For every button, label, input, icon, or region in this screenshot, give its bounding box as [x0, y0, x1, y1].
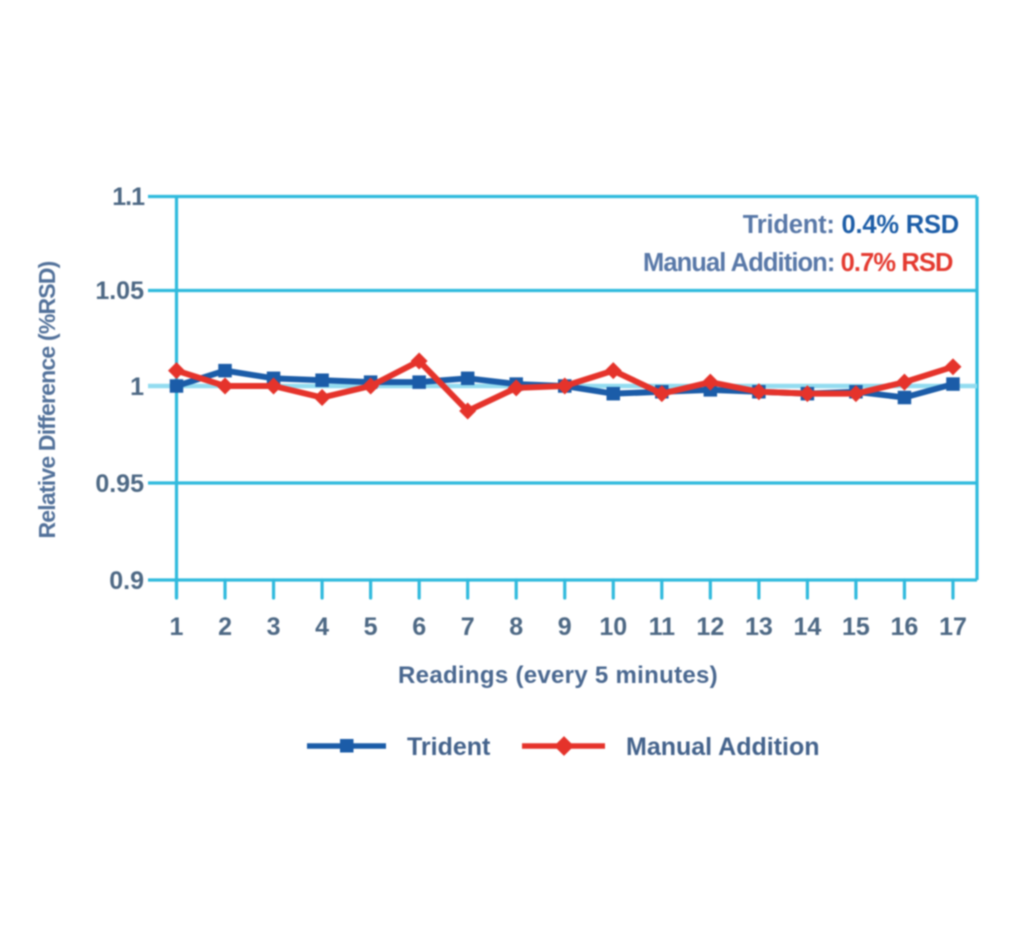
svg-text:Readings (every 5 minutes): Readings (every 5 minutes) [398, 662, 718, 689]
svg-text:10: 10 [599, 613, 627, 641]
svg-text:2: 2 [218, 613, 232, 641]
svg-text:1: 1 [130, 373, 144, 401]
svg-text:12: 12 [696, 613, 724, 641]
svg-text:Manual Addition: 0.7% RSD: Manual Addition: 0.7% RSD [643, 249, 953, 277]
svg-text:8: 8 [509, 613, 523, 641]
svg-text:11: 11 [649, 613, 676, 641]
svg-text:15: 15 [842, 613, 870, 641]
svg-text:1.05: 1.05 [95, 277, 144, 305]
svg-text:0.9: 0.9 [109, 567, 144, 595]
svg-text:6: 6 [412, 613, 426, 641]
svg-text:Trident: 0.4% RSD: Trident: 0.4% RSD [743, 211, 959, 239]
svg-text:17: 17 [939, 613, 967, 641]
svg-text:16: 16 [891, 613, 919, 641]
svg-text:Trident: Trident [407, 733, 491, 761]
svg-text:1: 1 [170, 613, 184, 641]
svg-text:3: 3 [267, 613, 281, 641]
svg-text:0.95: 0.95 [95, 470, 144, 498]
svg-text:Manual Addition: Manual Addition [626, 733, 820, 761]
svg-text:9: 9 [558, 613, 572, 641]
svg-text:Relative Difference (%RSD): Relative Difference (%RSD) [34, 261, 60, 538]
svg-text:14: 14 [793, 613, 821, 641]
svg-text:1.1: 1.1 [112, 183, 145, 211]
svg-text:7: 7 [461, 613, 475, 641]
svg-text:13: 13 [745, 613, 773, 641]
svg-text:5: 5 [364, 613, 378, 641]
svg-text:4: 4 [315, 613, 329, 641]
